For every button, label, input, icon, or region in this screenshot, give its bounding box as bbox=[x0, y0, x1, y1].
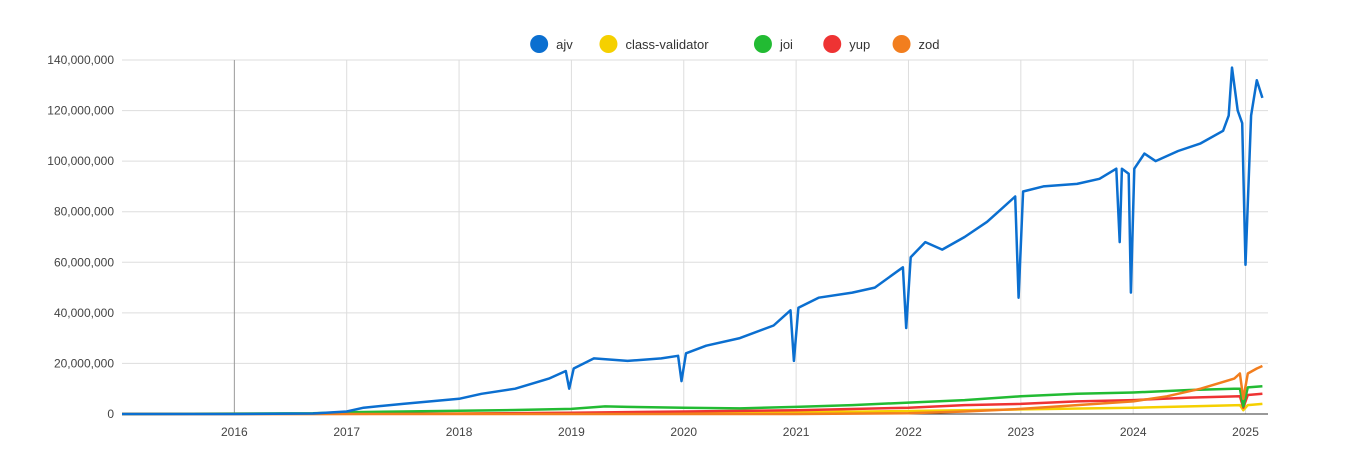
y-tick-label: 0 bbox=[107, 407, 114, 421]
y-tick-label: 120,000,000 bbox=[47, 104, 114, 118]
legend-swatch bbox=[892, 35, 911, 53]
y-tick-label: 20,000,000 bbox=[54, 356, 114, 370]
legend-item-joi[interactable]: joi bbox=[753, 35, 793, 53]
x-tick-label: 2021 bbox=[783, 425, 810, 439]
legend-swatch bbox=[753, 35, 772, 53]
x-tick-label: 2016 bbox=[221, 425, 248, 439]
x-tick-label: 2020 bbox=[670, 425, 697, 439]
x-axis-tick-labels: 2016 2017 2018 2019 2020 2021 2022 2023 2024 2025 bbox=[221, 425, 1259, 439]
legend-item-ajv[interactable]: ajv bbox=[530, 35, 573, 53]
x-tick-label: 2018 bbox=[446, 425, 473, 439]
x-tick-label: 2022 bbox=[895, 425, 922, 439]
x-tick-label: 2023 bbox=[1007, 425, 1034, 439]
series-lines bbox=[121, 66, 1264, 416]
legend-label: ajv bbox=[556, 37, 573, 52]
y-tick-label: 40,000,000 bbox=[54, 306, 114, 320]
x-tick-label: 2017 bbox=[333, 425, 360, 439]
x-tick-label: 2024 bbox=[1120, 425, 1147, 439]
legend-item-yup[interactable]: yup bbox=[823, 35, 870, 53]
x-tick-label: 2019 bbox=[558, 425, 585, 439]
series-line-ajv bbox=[122, 66, 1264, 416]
legend: ajv class-validator joi yup zod bbox=[530, 35, 940, 53]
gridlines bbox=[122, 59, 1268, 414]
legend-item-zod[interactable]: zod bbox=[892, 35, 940, 53]
legend-swatch bbox=[599, 35, 618, 53]
legend-swatch bbox=[823, 35, 842, 53]
x-tick-label: 2025 bbox=[1232, 425, 1259, 439]
legend-label: joi bbox=[779, 37, 793, 52]
y-tick-label: 80,000,000 bbox=[54, 205, 114, 219]
series-line-joi bbox=[121, 384, 1263, 416]
y-tick-label: 140,000,000 bbox=[47, 53, 114, 67]
series-line-zod bbox=[122, 364, 1263, 416]
legend-swatch bbox=[530, 35, 549, 53]
legend-label: zod bbox=[919, 37, 940, 52]
y-tick-label: 60,000,000 bbox=[54, 255, 114, 269]
legend-item-class-validator[interactable]: class-validator bbox=[599, 35, 709, 53]
y-axis-tick-labels: 0 20,000,000 40,000,000 60,000,000 80,000,00… bbox=[47, 53, 114, 421]
y-tick-label: 100,000,000 bbox=[47, 154, 114, 168]
legend-label: class-validator bbox=[625, 37, 709, 52]
legend-label: yup bbox=[849, 37, 870, 52]
